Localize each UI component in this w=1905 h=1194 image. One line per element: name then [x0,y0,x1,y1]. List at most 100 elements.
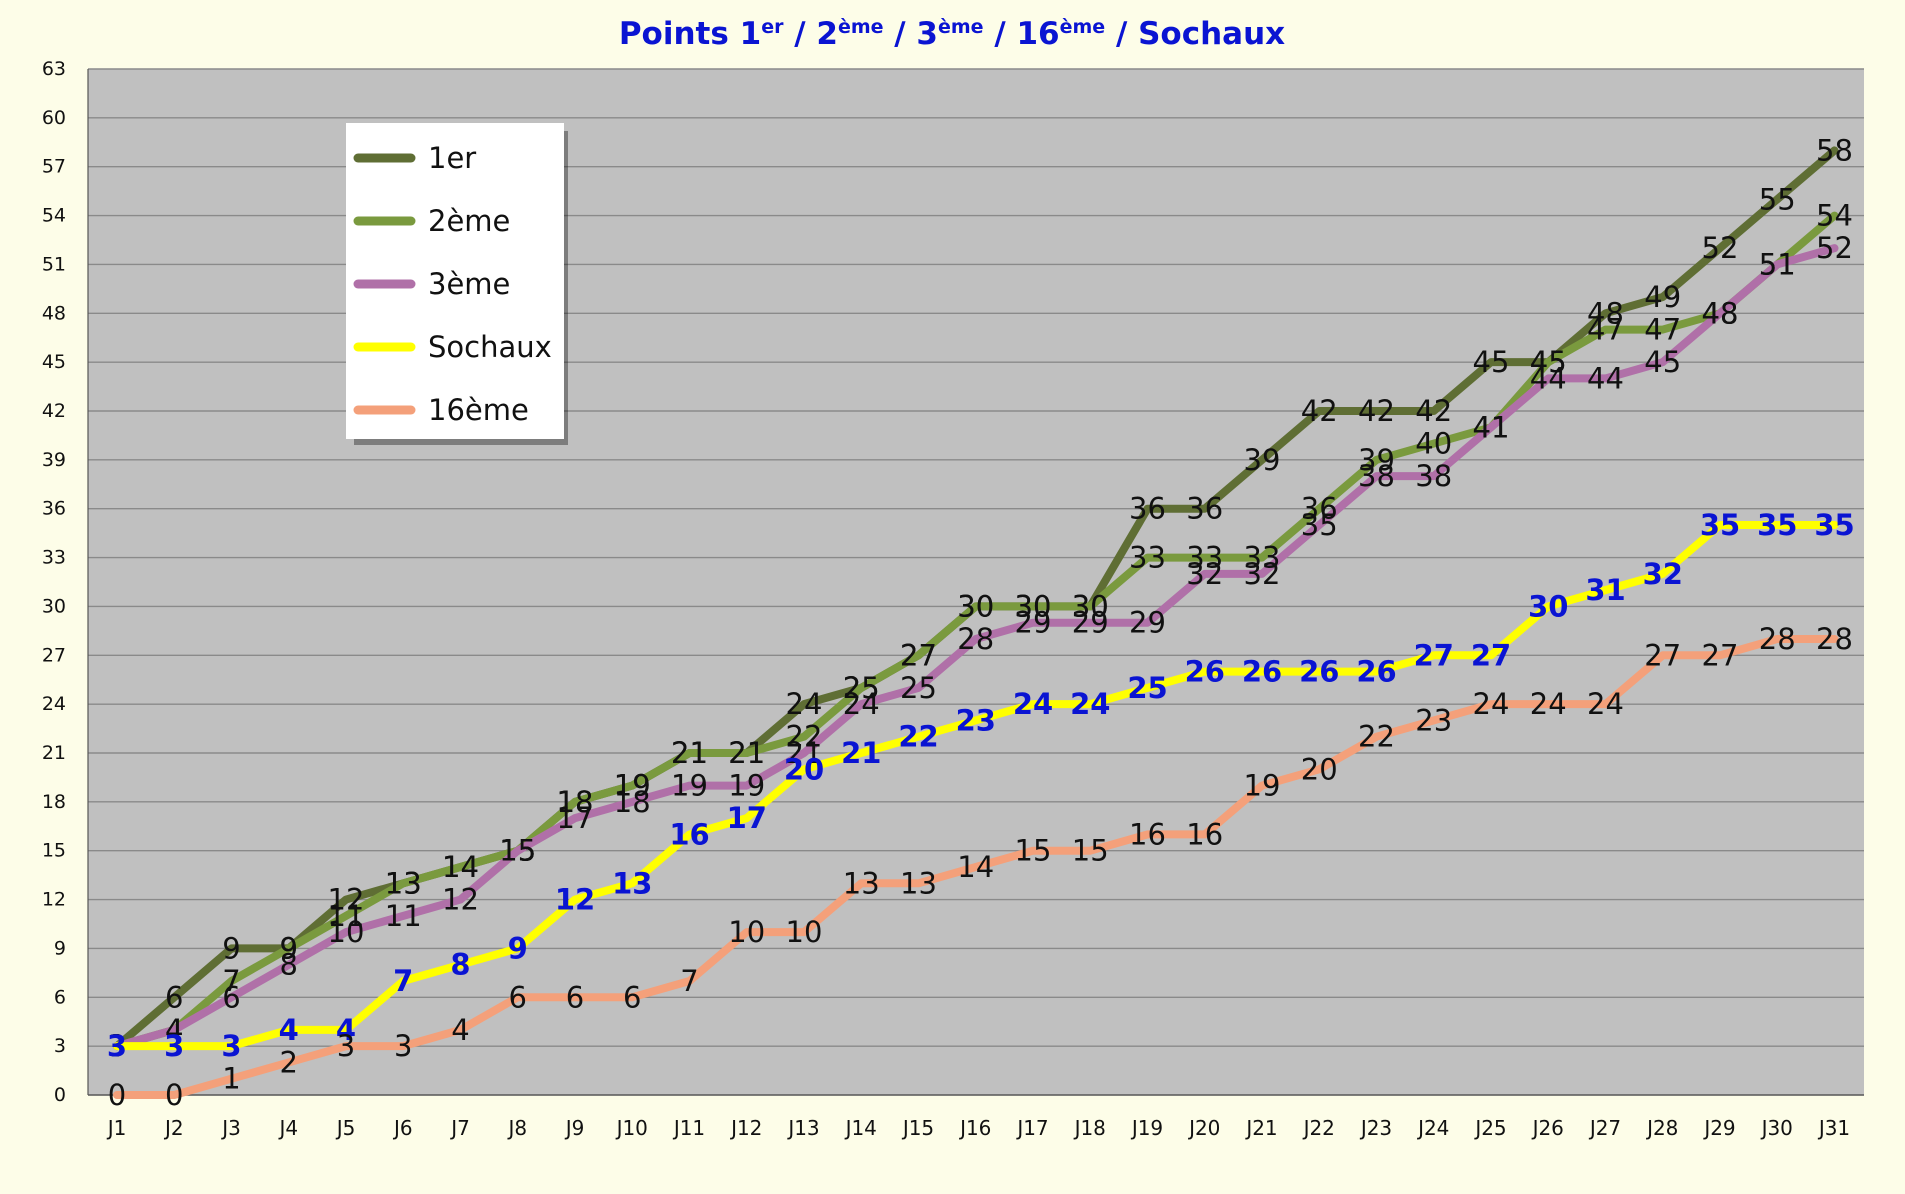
data-label: 4 [336,1013,356,1047]
data-label: 49 [1644,280,1681,314]
data-label: 25 [1127,671,1167,705]
data-label: 19 [1244,769,1281,803]
data-label: 27 [1644,638,1681,672]
data-label: 20 [784,752,824,786]
data-label: 30 [1015,589,1052,623]
y-tick-label: 60 [42,107,66,129]
data-label: 16 [1186,817,1223,851]
data-label: 7 [222,964,240,998]
data-label: 51 [1759,247,1796,281]
x-tick-label: J16 [958,1116,991,1140]
data-label: 39 [1358,443,1395,477]
data-label: 16 [669,817,709,851]
y-tick-label: 21 [42,742,66,764]
data-label: 30 [957,589,994,623]
y-tick-label: 12 [42,889,66,911]
data-label: 35 [1301,508,1338,542]
y-tick-label: 33 [42,547,66,569]
data-label: 30 [1072,589,1109,623]
data-label: 44 [1530,361,1567,395]
data-label: 28 [1759,622,1796,656]
data-label: 19 [614,769,651,803]
y-tick-label: 54 [42,205,66,227]
data-label: 11 [385,899,422,933]
data-label: 15 [499,834,536,868]
data-label: 33 [1186,541,1223,575]
data-label: 29 [1072,606,1109,640]
data-label: 39 [1244,443,1281,477]
data-label: 22 [786,720,823,754]
data-label: 3 [221,1029,241,1063]
data-label: 42 [1301,394,1338,428]
data-label: 17 [557,801,594,835]
y-tick-label: 15 [42,840,66,862]
data-label: 45 [1473,345,1510,379]
data-label: 45 [1530,345,1567,379]
data-label: 15 [499,834,536,868]
data-label: 32 [1643,557,1683,591]
data-label: 33 [1129,541,1166,575]
x-tick-label: J22 [1302,1116,1335,1140]
data-label: 30 [1015,589,1052,623]
data-label: 25 [900,671,937,705]
y-tick-label: 57 [42,156,66,178]
data-label: 26 [1242,655,1282,689]
data-label: 15 [499,834,536,868]
data-label: 27 [1414,638,1454,672]
x-tick-label: J30 [1760,1116,1793,1140]
data-label: 0 [165,1078,183,1112]
x-tick-label: J17 [1015,1116,1048,1140]
data-label: 13 [900,866,937,900]
data-label: 51 [1759,247,1796,281]
x-tick-label: J3 [220,1116,241,1140]
y-tick-label: 42 [42,400,66,422]
x-tick-label: J23 [1359,1116,1392,1140]
data-label: 9 [280,931,298,965]
data-label: 3 [108,1029,126,1063]
legend-label: 3ème [428,267,510,301]
data-label: 52 [1702,231,1739,265]
x-tick-label: J19 [1130,1116,1163,1140]
data-label: 28 [957,622,994,656]
data-label: 30 [957,589,994,623]
x-tick-label: J9 [564,1116,585,1140]
data-label: 1 [222,1062,240,1096]
x-tick-label: J25 [1473,1116,1506,1140]
y-tick-label: 30 [42,595,66,617]
data-label: 21 [728,736,765,770]
data-label: 15 [1072,834,1109,868]
data-label: 3 [108,1029,126,1063]
x-tick-label: J2 [163,1116,184,1140]
data-label: 36 [1129,492,1166,526]
data-label: 3 [337,1029,355,1063]
data-label: 25 [843,671,880,705]
y-tick-label: 36 [42,498,66,520]
data-label: 4 [451,1013,469,1047]
data-label: 19 [728,769,765,803]
data-label: 35 [1814,508,1854,542]
data-label: 29 [1129,606,1166,640]
y-tick-label: 39 [42,449,66,471]
series-lines [113,146,1839,1099]
data-label: 6 [165,980,183,1014]
data-label: 26 [1299,655,1339,689]
data-label: 9 [280,931,298,965]
data-label: 21 [786,736,823,770]
data-label: 32 [1244,557,1281,591]
data-label: 27 [1471,638,1511,672]
data-label: 25 [843,671,880,705]
data-label: 15 [1015,834,1052,868]
x-tick-label: J18 [1073,1116,1106,1140]
data-label: 19 [671,769,708,803]
data-label: 45 [1644,345,1681,379]
data-label: 9 [508,931,528,965]
x-tick-label: J20 [1187,1116,1220,1140]
x-tick-label: J24 [1416,1116,1449,1140]
data-label: 10 [328,915,365,949]
data-label: 35 [1700,508,1740,542]
data-label: 45 [1530,345,1567,379]
data-label: 10 [786,915,823,949]
axes: 0369121518212427303336394245485154576063… [42,58,1864,1140]
series-line [113,635,1839,1099]
data-label: 14 [957,850,994,884]
